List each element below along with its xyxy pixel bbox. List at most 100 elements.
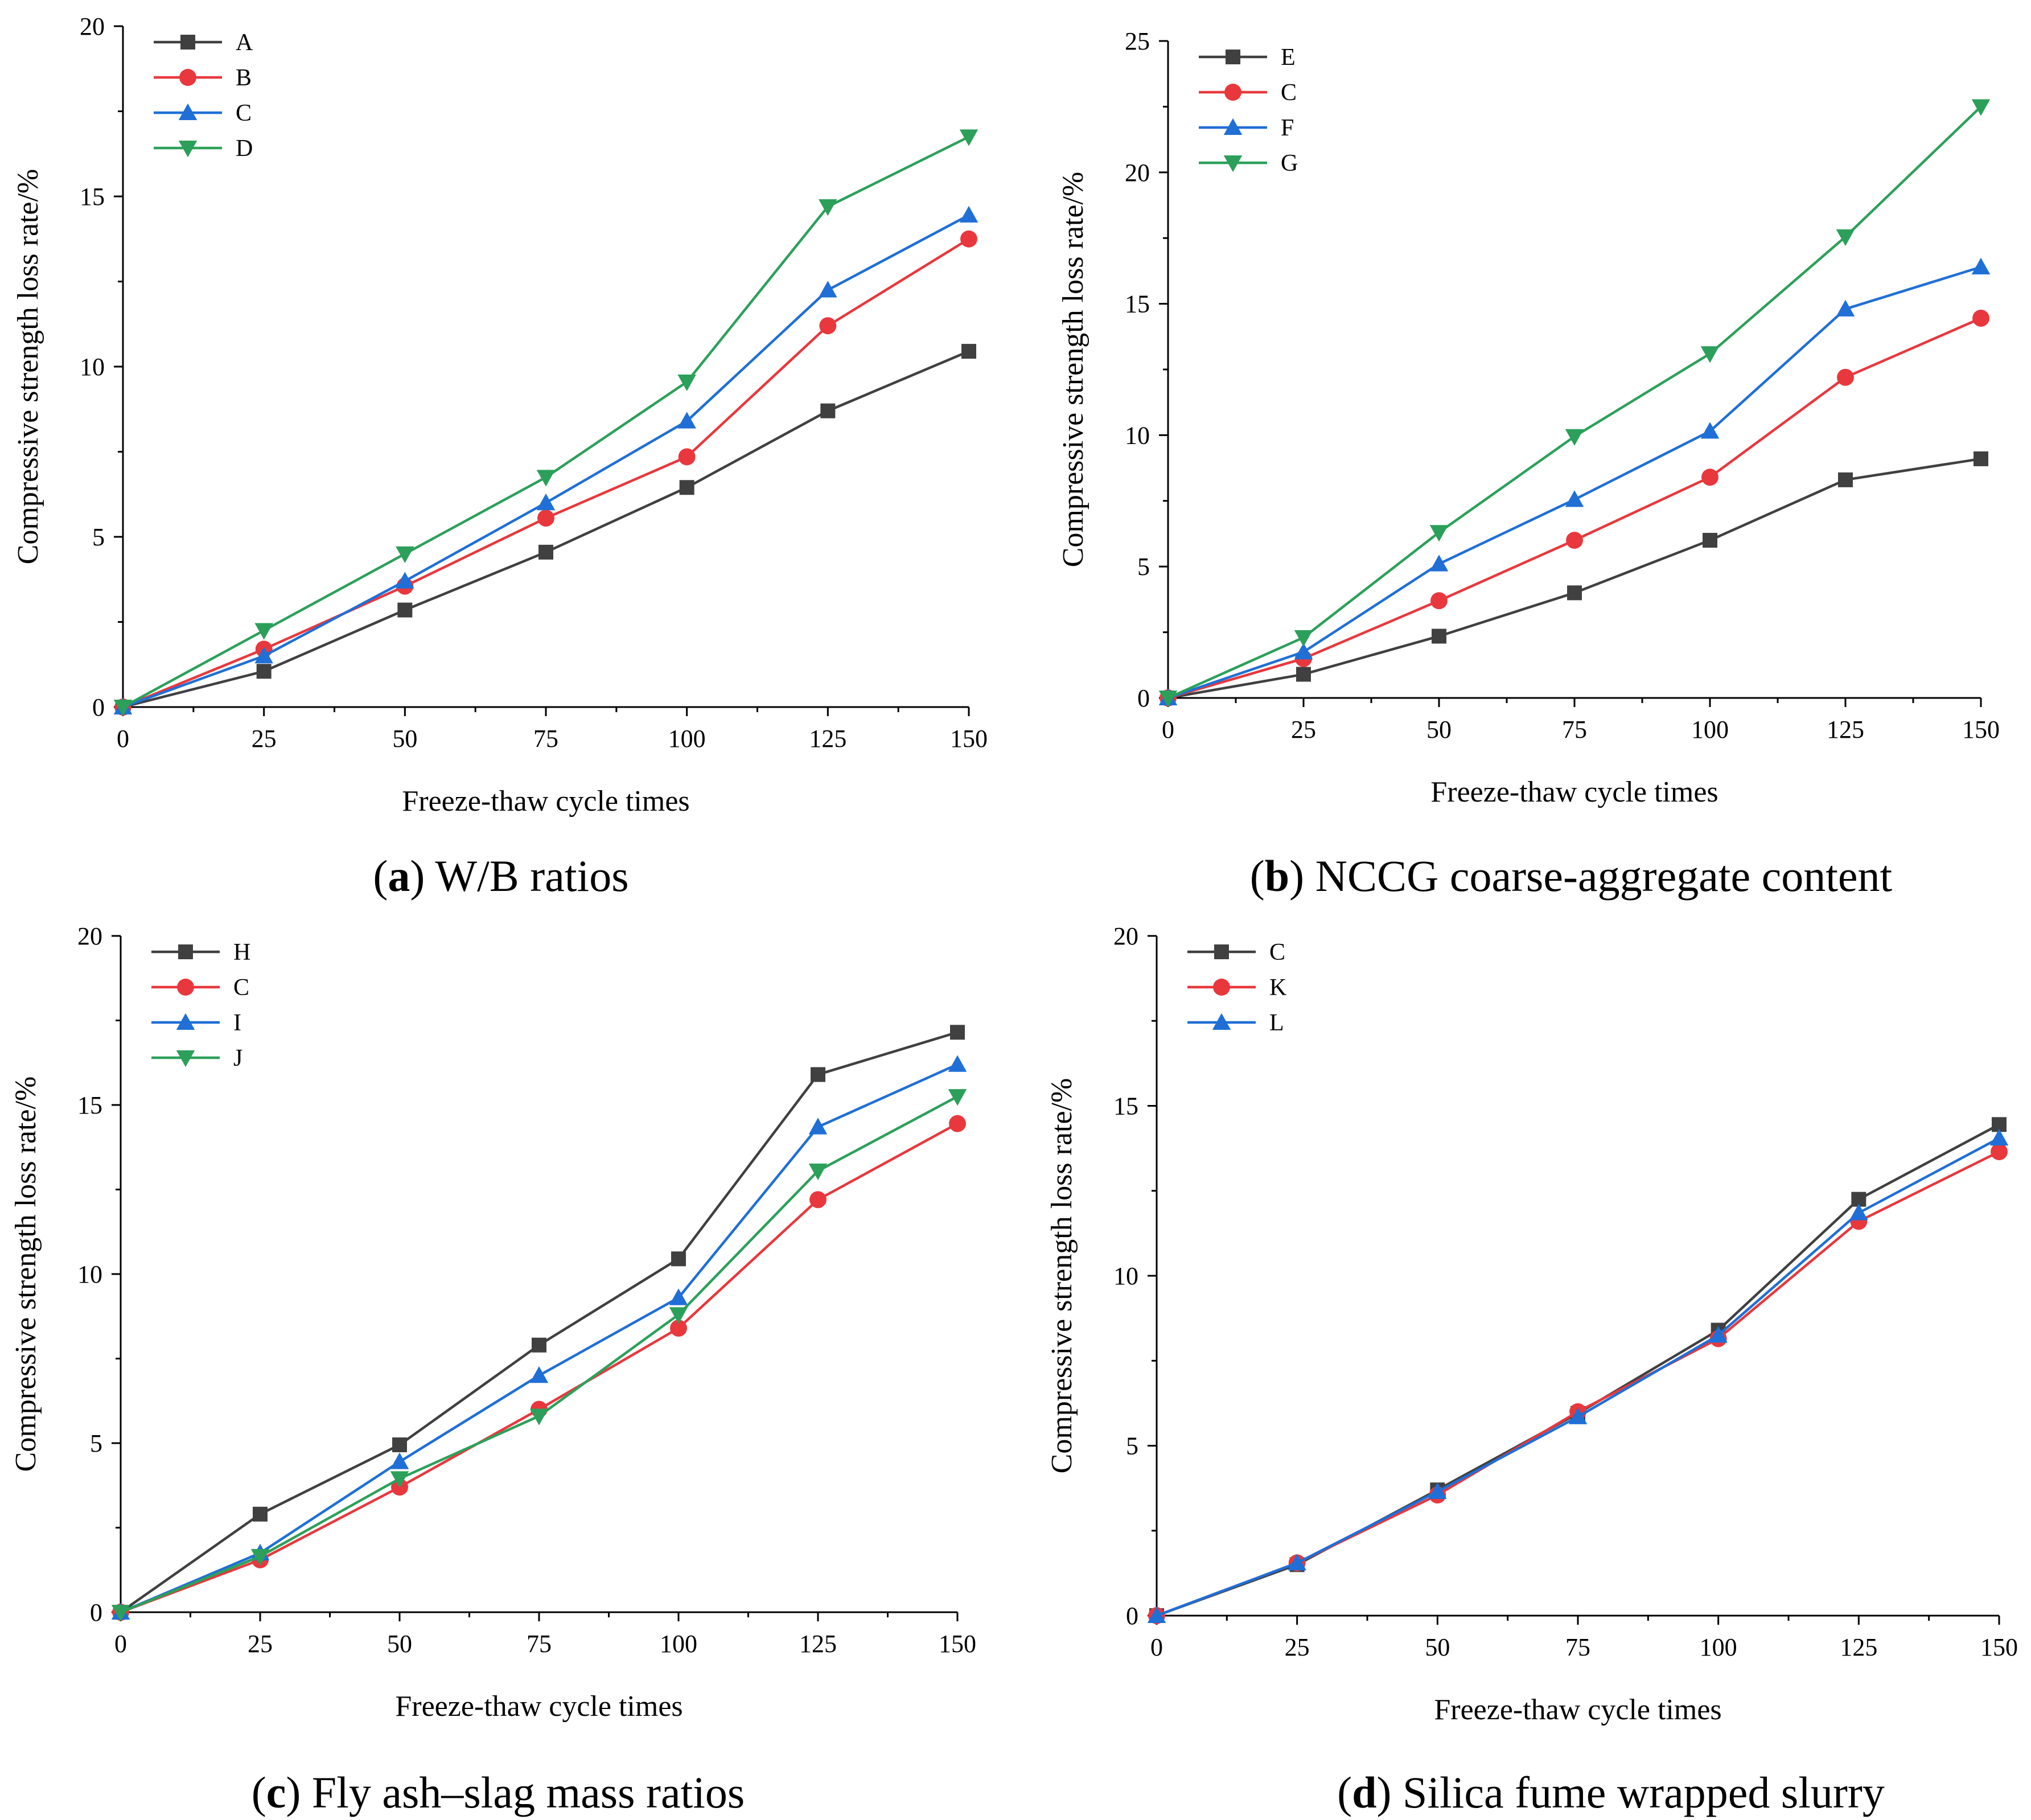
data-point-F (1429, 554, 1449, 572)
legend-label: I (233, 1010, 241, 1036)
data-point-L (1428, 1482, 1447, 1499)
y-axis-title: Compressive strength loss rate/% (12, 169, 44, 565)
legend: CKL (1187, 939, 1286, 1036)
y-tick-label: 20 (1125, 159, 1150, 187)
x-tick-label: 50 (387, 1630, 412, 1658)
y-tick-label: 10 (1113, 1262, 1138, 1290)
legend-label: C (1269, 939, 1285, 966)
series-C (1149, 1117, 2007, 1623)
x-tick-label: 100 (668, 725, 706, 753)
data-point-B (678, 448, 696, 466)
legend-marker (178, 103, 198, 120)
series-line-C (1156, 1123, 2000, 1617)
y-tick-label: 0 (1137, 684, 1150, 712)
legend-label: A (236, 30, 253, 56)
data-point-D (677, 374, 696, 392)
data-point-F (1294, 642, 1313, 660)
data-point-E (1838, 472, 1853, 487)
data-point-J (390, 1471, 409, 1488)
series-line-C (1167, 317, 1981, 700)
x-tick-label: 0 (1162, 716, 1174, 743)
legend-marker (1224, 84, 1241, 101)
x-tick-label: 0 (114, 1630, 127, 1658)
chart-panel-a: 0 25 50 75 100 125 150 0 5 10 15 20 Freeze-thaw cycl… (12, 13, 988, 901)
series-line-J (120, 1095, 959, 1614)
legend-label: D (236, 135, 253, 162)
y-tick-label: 5 (92, 523, 105, 551)
panel-caption: (b) NCCG coarse-aggregate content (1250, 851, 1893, 901)
data-point-F (1565, 490, 1584, 507)
data-point-L (1288, 1554, 1306, 1571)
data-point-D (536, 470, 556, 487)
x-tick-label: 100 (660, 1630, 697, 1658)
data-point-C (819, 281, 837, 298)
x-axis-title: Freeze-thaw cycle times (1430, 776, 1718, 808)
y-tick-label: 20 (80, 13, 105, 40)
x-axis-title: Freeze-thaw cycle times (395, 1690, 683, 1723)
data-point-D (819, 199, 837, 216)
x-tick-label: 125 (1840, 1633, 1877, 1661)
data-point-D (959, 129, 979, 146)
x-axis-title: Freeze-thaw cycle times (402, 785, 689, 817)
data-point-L (1709, 1326, 1728, 1343)
legend-marker (1226, 50, 1240, 64)
legend-marker (176, 1013, 195, 1030)
legend-marker (178, 944, 193, 959)
data-point-J (111, 1605, 130, 1622)
data-point-E (1567, 585, 1582, 601)
series-line-L (1156, 1137, 2000, 1617)
data-point-G (1971, 99, 1991, 116)
data-point-C (959, 206, 979, 223)
data-point-A (961, 344, 976, 359)
data-point-C (677, 412, 696, 429)
data-point-A (397, 602, 413, 618)
series-F (1158, 257, 1991, 705)
data-point-I (948, 1055, 967, 1072)
y-tick-label: 15 (1125, 290, 1150, 318)
series-line-G (1167, 105, 1982, 700)
series-E (1161, 451, 1988, 705)
data-point-C (1701, 469, 1718, 486)
series-H (113, 1025, 965, 1620)
data-point-E (1432, 628, 1446, 644)
legend-label: C (236, 100, 252, 126)
data-point-B (819, 317, 837, 335)
data-point-H (671, 1251, 686, 1267)
x-tick-label: 50 (392, 725, 417, 753)
series-line-H (120, 1031, 958, 1613)
legend-marker (1214, 944, 1229, 959)
legend-label: B (236, 65, 252, 91)
data-point-A (538, 544, 553, 560)
series-line-D (122, 135, 969, 708)
x-tick-label: 75 (1562, 716, 1587, 743)
x-tick-label: 125 (799, 1630, 837, 1658)
data-point-G (1294, 630, 1313, 647)
x-tick-label: 150 (950, 725, 988, 753)
legend-marker (177, 979, 194, 996)
chart-panel-d: 0 25 50 75 100 125 150 0 5 10 15 20 Freeze-thaw cycl… (1046, 922, 2018, 1817)
data-point-K (1991, 1143, 2008, 1161)
y-tick-label: 10 (1125, 421, 1150, 449)
y-axis-title: Compressive strength loss rate/% (10, 1077, 42, 1472)
legend-label: L (1269, 1010, 1284, 1036)
x-tick-label: 100 (1691, 716, 1729, 743)
data-point-B (537, 510, 554, 527)
x-tick-label: 75 (533, 725, 558, 753)
data-point-G (1700, 346, 1720, 363)
x-tick-label: 125 (1827, 716, 1864, 743)
series-G (1158, 99, 1991, 708)
panel-caption: (a) W/B ratios (373, 851, 628, 901)
y-tick-label: 15 (77, 1091, 102, 1119)
data-point-E (1296, 667, 1311, 682)
legend-label: C (233, 975, 249, 1001)
data-point-B (960, 230, 977, 248)
legend-label: F (1281, 115, 1294, 141)
x-tick-label: 100 (1700, 1633, 1737, 1661)
data-point-H (532, 1337, 546, 1353)
series-L (1147, 1128, 2009, 1623)
data-point-G (1836, 229, 1855, 246)
data-point-C (1566, 532, 1583, 549)
